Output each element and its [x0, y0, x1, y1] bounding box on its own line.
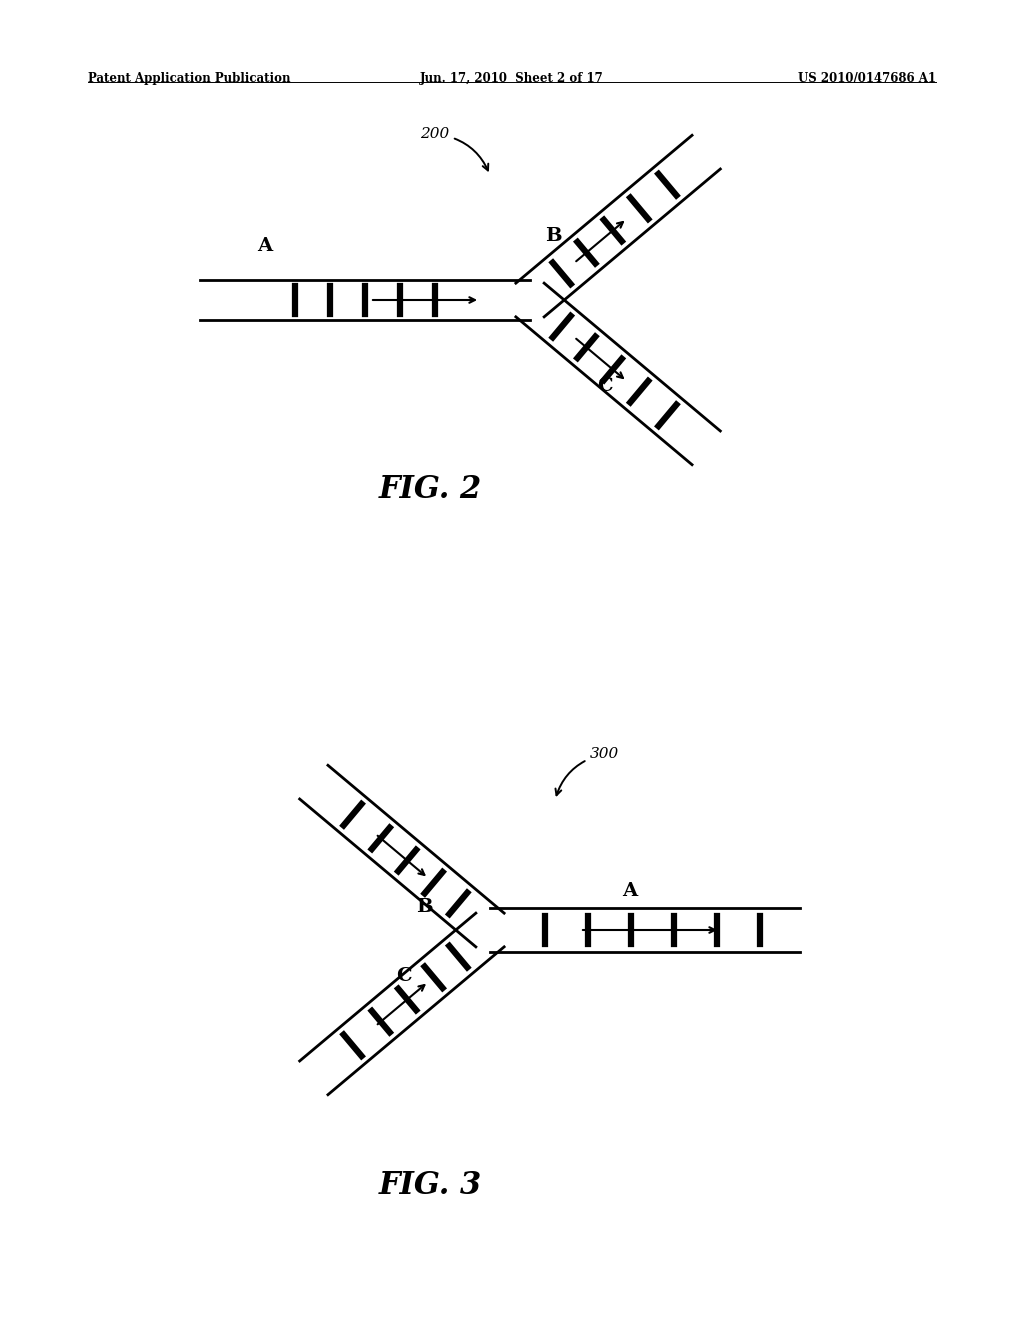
Text: 300: 300 [555, 747, 620, 795]
Text: 200: 200 [420, 127, 488, 170]
Text: B: B [416, 898, 433, 916]
Text: A: A [623, 882, 638, 900]
Text: C: C [597, 378, 612, 396]
Text: FIG. 2: FIG. 2 [379, 474, 481, 506]
Text: C: C [396, 966, 412, 985]
Text: Patent Application Publication: Patent Application Publication [88, 73, 291, 84]
Text: US 2010/0147686 A1: US 2010/0147686 A1 [798, 73, 936, 84]
Text: FIG. 3: FIG. 3 [379, 1170, 481, 1200]
Text: B: B [545, 227, 561, 246]
Text: Jun. 17, 2010  Sheet 2 of 17: Jun. 17, 2010 Sheet 2 of 17 [420, 73, 604, 84]
Text: A: A [257, 238, 272, 255]
